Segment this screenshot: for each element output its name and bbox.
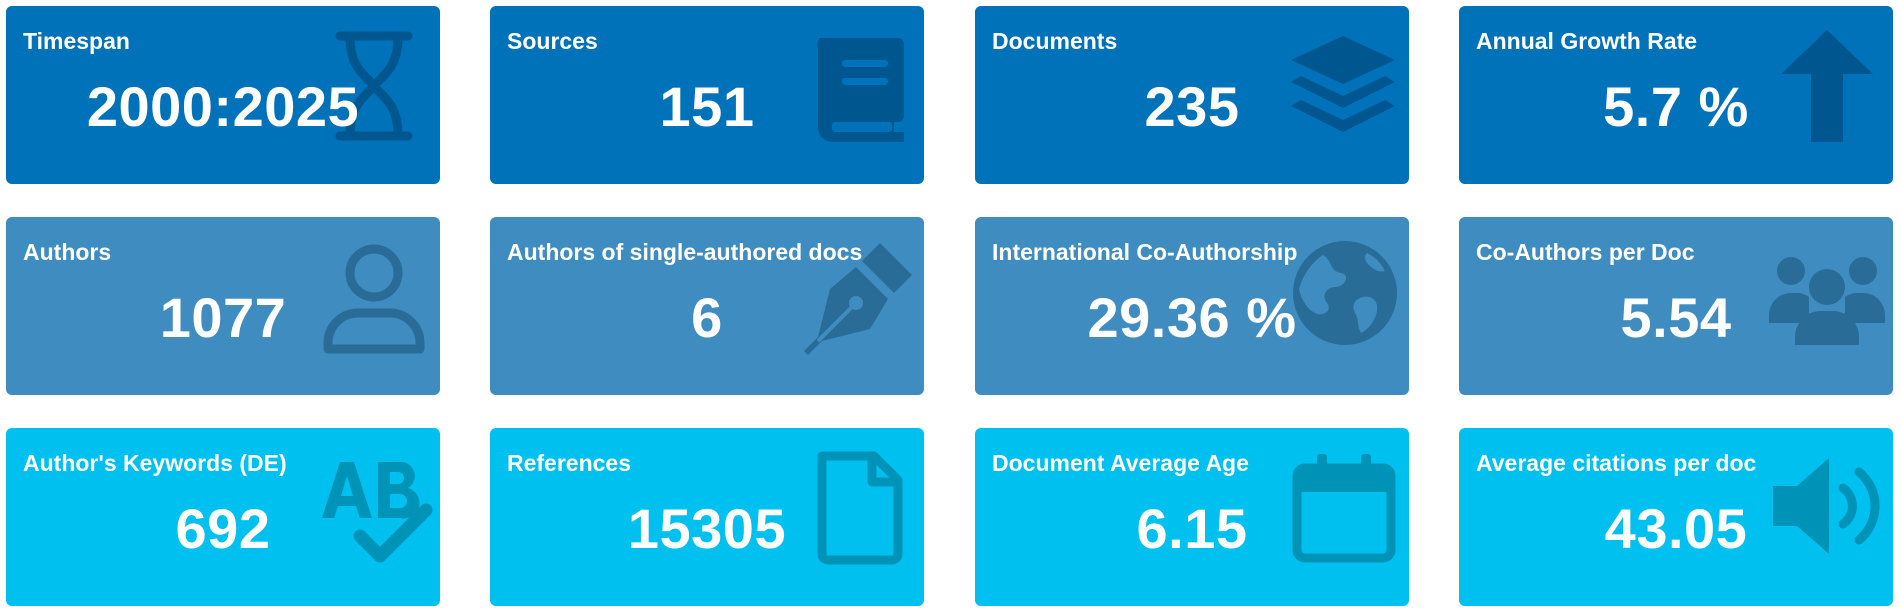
citations-title: Average citations per doc [1476, 450, 1757, 476]
international-title: International Co-Authorship [992, 239, 1298, 265]
international-value: 29.36 % [1087, 286, 1297, 349]
documents-value: 235 [1144, 75, 1240, 138]
book-icon [798, 26, 918, 146]
sources-title: Sources [507, 28, 598, 54]
hourglass-icon [314, 26, 434, 146]
value-box-sources: Sources 151 [490, 6, 924, 184]
keywords-value: 692 [175, 497, 271, 560]
value-box-authors: Authors 1077 [6, 217, 440, 395]
layers-icon [1283, 26, 1403, 146]
average-age-value: 6.15 [1136, 497, 1248, 560]
timespan-title: Timespan [23, 28, 130, 54]
coauthors-title: Co-Authors per Doc [1476, 239, 1695, 265]
calendar-icon [1283, 448, 1403, 568]
value-box-keywords: Author's Keywords (DE) 692 [6, 428, 440, 606]
average-age-title: Document Average Age [992, 450, 1249, 476]
sources-value: 151 [659, 75, 755, 138]
authors-title: Authors [23, 239, 112, 265]
value-box-coauthors: Co-Authors per Doc 5.54 [1459, 217, 1893, 395]
references-value: 15305 [627, 497, 787, 560]
value-box-documents: Documents 235 [975, 6, 1409, 184]
references-title: References [507, 450, 632, 476]
value-box-citations: Average citations per doc 43.05 [1459, 428, 1893, 606]
keywords-title: Author's Keywords (DE) [23, 450, 287, 476]
value-box-growth: Annual Growth Rate 5.7 % [1459, 6, 1893, 184]
value-box-average-age: Document Average Age 6.15 [975, 428, 1409, 606]
spell-check-icon [314, 448, 434, 568]
single-authored-value: 6 [691, 286, 723, 349]
volume-icon [1767, 448, 1887, 568]
citations-value: 43.05 [1604, 497, 1748, 560]
coauthors-value: 5.54 [1620, 286, 1732, 349]
growth-title: Annual Growth Rate [1476, 28, 1698, 54]
documents-title: Documents [992, 28, 1118, 54]
value-box-timespan: Timespan 2000:2025 [6, 6, 440, 184]
pen-nib-icon [798, 237, 918, 357]
user-icon [314, 237, 434, 357]
value-box-single-authored: Authors of single-authored docs 6 [490, 217, 924, 395]
value-box-international: International Co-Authorship 29.36 % [975, 217, 1409, 395]
authors-value: 1077 [159, 286, 287, 349]
growth-value: 5.7 % [1603, 75, 1749, 138]
globe-icon [1283, 237, 1403, 357]
value-box-references: References 15305 [490, 428, 924, 606]
single-authored-title: Authors of single-authored docs [507, 239, 863, 265]
timespan-value: 2000:2025 [86, 75, 360, 138]
file-icon [798, 448, 918, 568]
arrow-up-icon [1767, 26, 1887, 146]
users-icon [1767, 237, 1887, 357]
